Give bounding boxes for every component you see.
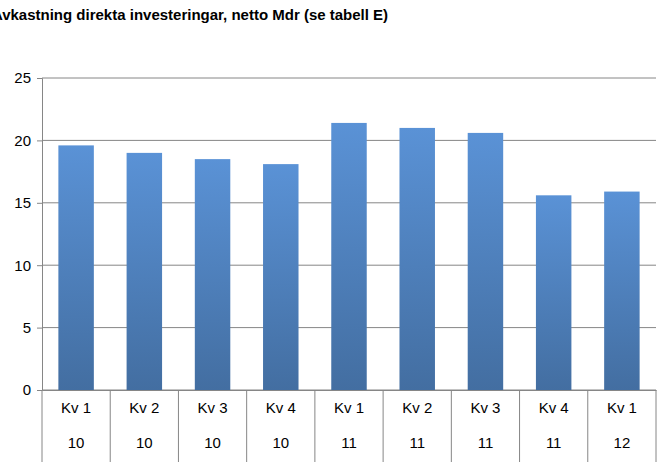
grid-line [42, 78, 656, 79]
x-tick-sublabel: 11 [546, 434, 562, 451]
category-divider [519, 390, 520, 462]
y-tick: 10 [14, 257, 42, 274]
x-tick: Kv 4 10 [266, 390, 296, 451]
bar [468, 133, 503, 390]
x-tick: Kv 4 11 [539, 390, 569, 451]
category-divider [587, 390, 588, 462]
grid [42, 78, 656, 390]
x-tick: Kv 3 11 [470, 390, 500, 451]
x-tick-sublabel: 11 [478, 434, 494, 451]
y-tick-mark [37, 140, 42, 141]
bar [58, 145, 93, 390]
x-tick-label: Kv 4 [539, 399, 569, 416]
x-tick-label: Kv 1 [607, 399, 637, 416]
y-axis-line [37, 79, 43, 391]
title: Avkastning direkta investeringar, netto … [0, 6, 388, 23]
y-tick: 20 [14, 132, 42, 149]
x-tick-label: Kv 4 [266, 399, 296, 416]
x-tick: Kv 2 10 [129, 390, 159, 451]
category-divider [246, 390, 247, 462]
y-tick-label: 10 [14, 257, 31, 274]
y-tick: 5 [23, 319, 42, 336]
bar [399, 128, 434, 390]
category-divider [451, 390, 452, 462]
bar [195, 159, 230, 390]
bar [536, 195, 571, 390]
x-tick-sublabel: 10 [136, 434, 153, 451]
category-divider [656, 390, 657, 462]
x-tick-sublabel: 10 [68, 434, 85, 451]
x-tick-label: Kv 2 [129, 399, 159, 416]
bar [263, 164, 298, 390]
x-axis: Kv 110Kv 210Kv 310Kv 410Kv 111Kv 211Kv 3… [43, 390, 657, 451]
category-divider [178, 390, 179, 462]
y-tick: 0 [23, 381, 42, 398]
x-tick: Kv 1 10 [61, 390, 91, 451]
y-axis: 0 5 10 15 20 25 [14, 69, 42, 398]
y-tick-mark [37, 328, 42, 329]
y-tick-label: 20 [14, 132, 31, 149]
x-tick-sublabel: 11 [341, 434, 357, 451]
bars [58, 123, 639, 390]
x-axis-line [43, 390, 657, 391]
title-line: Avkastning direkta investeringar, netto … [0, 6, 388, 23]
x-tick: Kv 1 11 [334, 390, 364, 451]
y-tick-label: 5 [23, 319, 31, 336]
y-tick-mark [37, 390, 42, 391]
x-tick-sublabel: 11 [409, 434, 425, 451]
x-tick-label: Kv 1 [61, 399, 91, 416]
y-tick-mark [37, 203, 42, 204]
category-divider [110, 390, 111, 462]
bar [331, 123, 366, 390]
y-tick-label: 0 [23, 381, 31, 398]
x-tick-sublabel: 10 [204, 434, 221, 451]
x-tick-sublabel: 12 [614, 434, 631, 451]
x-tick-label: Kv 3 [198, 399, 228, 416]
x-tick-sublabel: 10 [272, 434, 289, 451]
y-tick: 15 [14, 194, 42, 211]
x-tick: Kv 1 12 [607, 390, 637, 451]
x-tick: Kv 3 10 [198, 390, 228, 451]
x-tick-label: Kv 2 [402, 399, 432, 416]
category-divider [314, 390, 315, 462]
x-tick-label: Kv 1 [334, 399, 364, 416]
y-tick-label: 15 [14, 194, 31, 211]
category-divider [383, 390, 384, 462]
x-tick: Kv 2 11 [402, 390, 432, 451]
x-tick-label: Kv 3 [470, 399, 500, 416]
category-dividers [42, 390, 656, 462]
chart: 0 5 10 15 20 25 Kv 1 10 Kv 2 10 Kv 3 10 Kv 4 10 Kv 1 11… [0, 0, 660, 462]
y-tick: 25 [14, 69, 42, 86]
y-tick-mark [37, 265, 42, 266]
y-tick-label: 25 [14, 69, 31, 86]
bar [127, 153, 162, 390]
y-tick-mark [37, 78, 42, 79]
category-divider [42, 390, 43, 462]
bar [604, 192, 639, 390]
